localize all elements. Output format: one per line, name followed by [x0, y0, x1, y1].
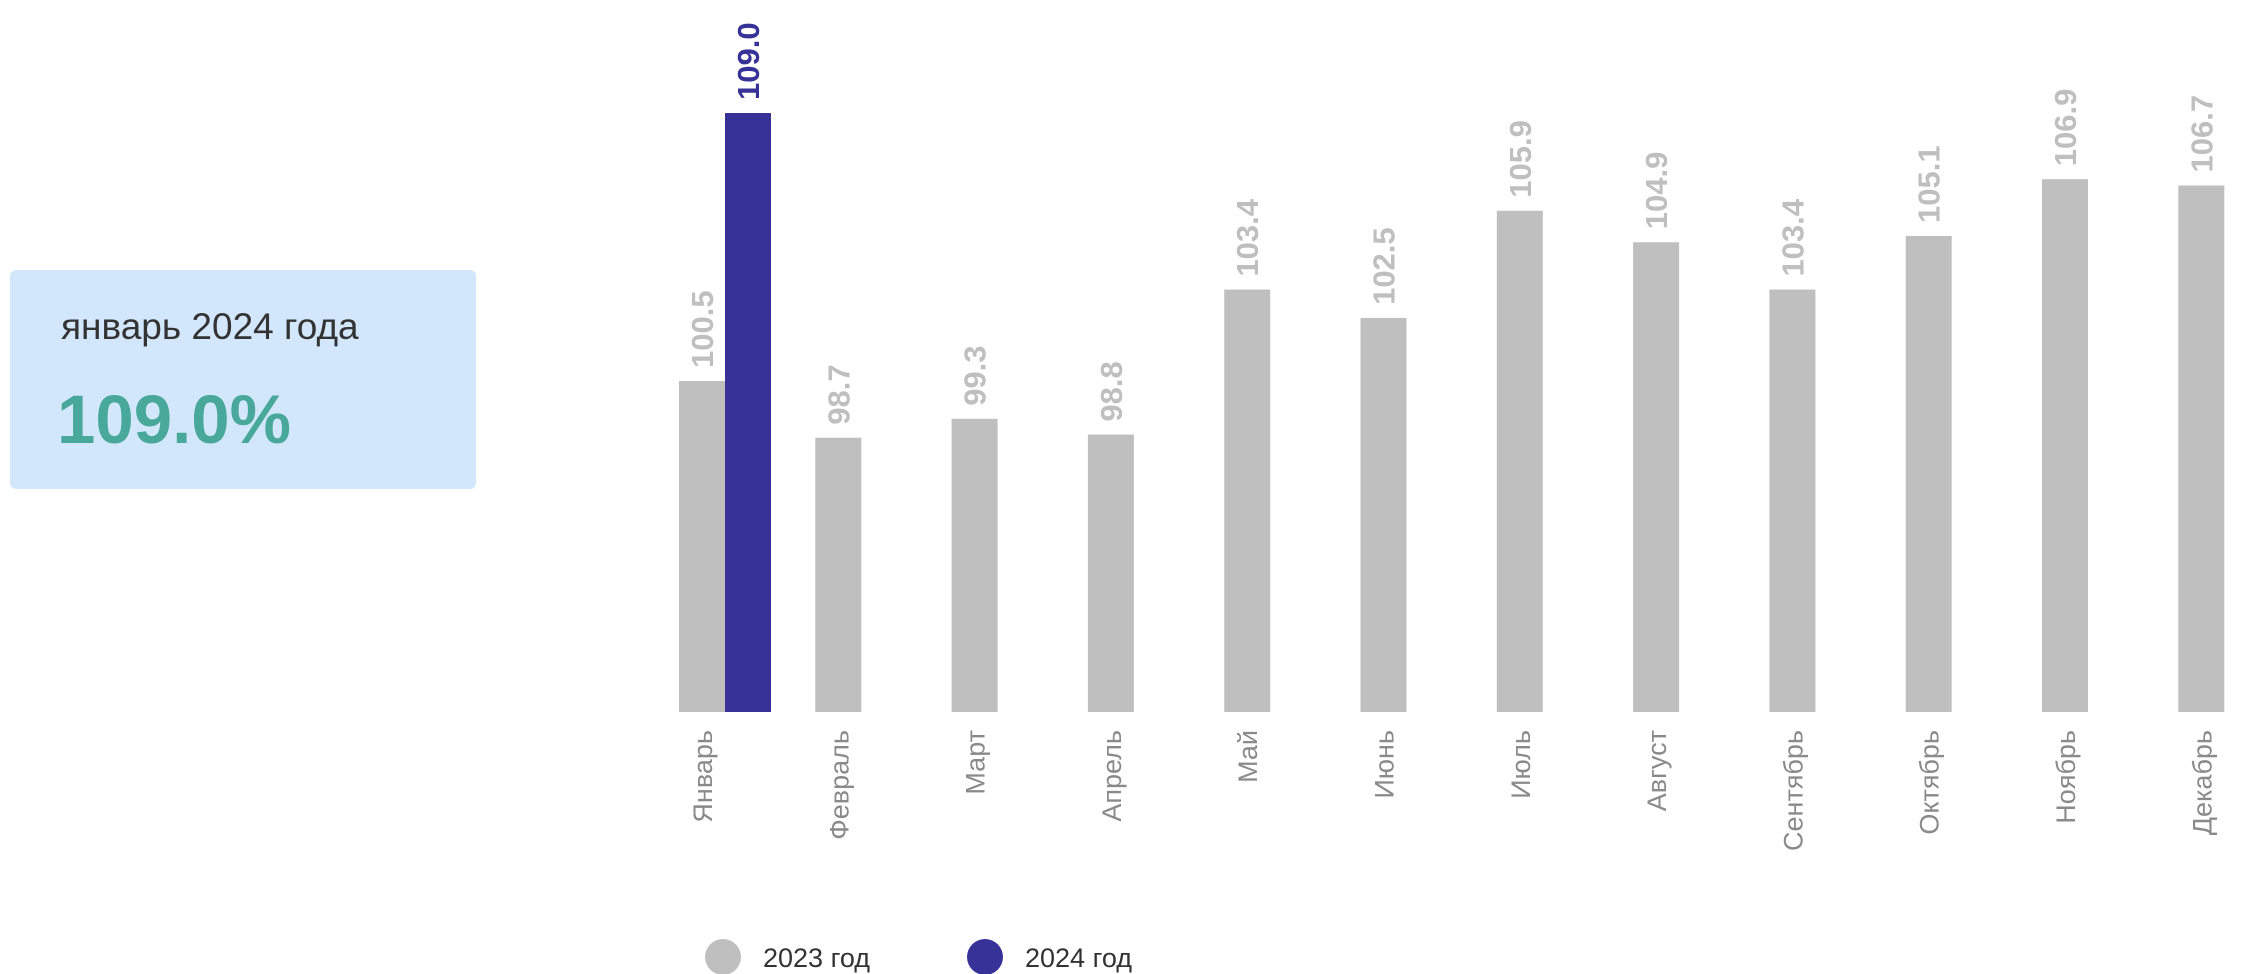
legend-marker-2023: [705, 939, 741, 974]
bar-2023-6: [1496, 210, 1543, 713]
tick-label-1: Февраль: [824, 730, 854, 840]
legend-marker-2024: [967, 939, 1003, 974]
bar-2023-7: [1633, 242, 1680, 713]
tick-label-2: Март: [961, 730, 991, 795]
bar-2023-3: [1087, 434, 1134, 712]
tick-label-8: Сентябрь: [1778, 730, 1808, 851]
info-card-value: 109.0%: [57, 381, 292, 458]
legend: 2023 год 2024 год: [705, 939, 1132, 974]
tick-label-3: Апрель: [1097, 730, 1127, 822]
tick-label-0: Январь: [688, 730, 718, 823]
legend-label-2024: 2024 год: [1025, 943, 1132, 973]
tick-label-4: Май: [1233, 730, 1263, 783]
data-label-2023-2: 99.3: [958, 345, 993, 405]
data-label-2023-7: 104.9: [1639, 152, 1674, 230]
data-label-2023-8: 103.4: [1775, 198, 1810, 276]
data-label-2023-6: 105.9: [1503, 120, 1538, 198]
data-label-2023-4: 103.4: [1230, 198, 1265, 276]
tick-labels-group: Январь Февраль Март Апрель Май Июнь Июль Август…: [688, 730, 2217, 851]
tick-label-5: Июнь: [1370, 730, 1400, 799]
bar-2023-0: [679, 380, 725, 712]
bars-group: [679, 113, 2225, 713]
info-card-label: январь 2024 года: [61, 306, 359, 347]
bar-2023-11: [2178, 185, 2225, 713]
data-label-2023-9: 105.1: [1912, 145, 1947, 223]
bar-2023-1: [815, 437, 862, 712]
bar-2023-2: [951, 418, 998, 712]
data-label-2023-1: 98.7: [821, 364, 856, 424]
bar-2023-9: [1905, 235, 1952, 712]
bar-labels-group: 100.5 109.0 98.7 99.3 98.8 103.4 102.5 105.9 104…: [685, 22, 2219, 424]
tick-label-9: Октябрь: [1915, 730, 1945, 835]
data-label-2023-10: 106.9: [2048, 89, 2083, 167]
data-label-2023-5: 102.5: [1367, 227, 1402, 305]
tick-label-11: Декабрь: [2187, 730, 2217, 835]
bar-2023-10: [2042, 179, 2088, 712]
bar-2024-0: [725, 113, 771, 712]
data-label-2024-0: 109.0: [731, 22, 766, 100]
bar-2023-4: [1224, 289, 1271, 712]
data-label-2023-11: 106.7: [2184, 95, 2219, 173]
tick-label-6: Июль: [1506, 730, 1536, 799]
tick-label-7: Август: [1642, 730, 1672, 811]
tick-label-10: Ноябрь: [2051, 730, 2081, 824]
legend-label-2023: 2023 год: [763, 943, 870, 973]
bar-2023-8: [1769, 289, 1816, 712]
data-label-2023-3: 98.8: [1094, 361, 1129, 421]
bar-2023-5: [1360, 317, 1407, 712]
data-label-2023-0: 100.5: [685, 290, 720, 368]
info-card: январь 2024 года 109.0%: [10, 270, 476, 489]
